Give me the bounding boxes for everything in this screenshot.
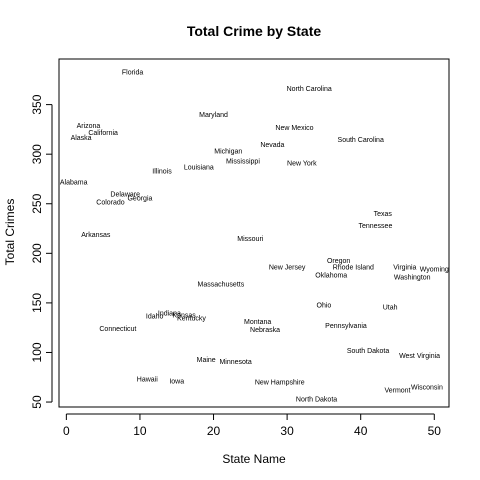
point-label: California <box>88 130 118 137</box>
point-label: Indiana <box>158 310 181 317</box>
point-label: Vermont <box>384 388 410 395</box>
point-label: New York <box>287 161 317 168</box>
x-tick-label: 20 <box>207 424 221 438</box>
point-label: Oregon <box>327 258 350 265</box>
point-label: Iowa <box>169 379 184 386</box>
y-tick-label: 200 <box>30 243 44 263</box>
point-label: Kansas <box>172 312 196 319</box>
point-label: Connecticut <box>99 326 136 333</box>
point-label: Delaware <box>110 191 140 198</box>
point-label: Oklahoma <box>315 273 347 280</box>
point-label: Rhode Island <box>333 265 374 272</box>
point-label: Arkansas <box>81 232 111 239</box>
point-label: Texas <box>374 211 393 218</box>
point-label: North Dakota <box>296 397 337 404</box>
point-label: North Carolina <box>287 86 332 93</box>
point-label: South Dakota <box>347 348 390 355</box>
point-label: Nebraska <box>250 327 280 334</box>
y-tick-label: 300 <box>30 144 44 164</box>
x-tick-label: 30 <box>280 424 294 438</box>
point-label: Kentucky <box>177 315 206 322</box>
point-label: Alaska <box>71 135 92 142</box>
point-label: New Jersey <box>269 265 306 272</box>
data-points: Alabama Alaska Arizona Arkansas California Co… <box>60 69 449 403</box>
point-label: Montana <box>244 319 271 326</box>
point-label: Mississippi <box>226 159 260 166</box>
point-label: Washington <box>394 275 431 282</box>
point-label: New Hampshire <box>255 380 305 387</box>
point-label: Ohio <box>317 302 332 309</box>
point-label: Minnesota <box>219 359 251 366</box>
point-label: Massachusetts <box>198 282 245 289</box>
y-tick-label: 50 <box>30 395 44 409</box>
point-label: Louisiana <box>184 165 214 172</box>
x-tick-label: 0 <box>63 424 70 438</box>
point-label: West Virginia <box>399 353 440 360</box>
point-label: Wyoming <box>420 267 449 274</box>
y-axis-label: Total Crimes <box>3 199 17 266</box>
point-label: Virginia <box>393 265 416 272</box>
plot-frame <box>58 58 450 408</box>
point-label: Florida <box>122 69 144 76</box>
x-tick-label: 40 <box>354 424 368 438</box>
point-label: Idaho <box>146 313 164 320</box>
point-label: New Mexico <box>275 125 313 132</box>
point-label: Maryland <box>199 112 228 119</box>
point-label: Alabama <box>60 179 88 186</box>
chart-title: Total Crime by State <box>187 23 322 39</box>
point-label: Utah <box>383 304 398 311</box>
point-label: Maine <box>197 357 216 364</box>
point-label: Nevada <box>260 142 284 149</box>
point-label: Arizona <box>77 123 101 130</box>
y-tick-label: 150 <box>30 293 44 313</box>
y-tick-label: 100 <box>30 342 44 362</box>
point-label: Illinois <box>152 169 172 176</box>
y-tick-label: 250 <box>30 193 44 213</box>
point-label: Tennessee <box>358 223 392 230</box>
y-tick-label: 350 <box>30 94 44 114</box>
point-label: Hawaii <box>137 377 158 384</box>
point-label: Colorado <box>96 199 125 206</box>
point-label: Georgia <box>127 195 152 202</box>
x-tick-label: 10 <box>133 424 147 438</box>
point-label: Missouri <box>237 236 264 243</box>
x-axis: 0 10 20 30 40 50 <box>63 413 442 438</box>
x-axis-label: State Name <box>222 452 286 466</box>
point-label: Michigan <box>214 149 242 156</box>
point-label: Wisconsin <box>411 385 443 392</box>
x-tick-label: 50 <box>428 424 442 438</box>
point-label: Pennsylvania <box>325 323 367 330</box>
y-axis: 50 100 150 200 250 300 350 <box>30 94 53 409</box>
point-label: South Carolina <box>338 137 384 144</box>
